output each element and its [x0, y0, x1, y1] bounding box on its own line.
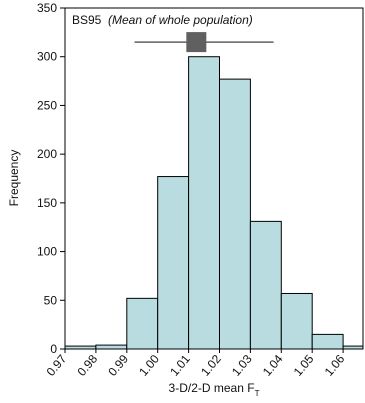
y-axis-label: Frequency: [7, 150, 21, 207]
y-tick-label: 100: [37, 245, 57, 259]
x-axis-label: 3-D/2-D mean FT: [169, 381, 260, 398]
y-tick-label: 150: [37, 196, 57, 210]
bar: [342, 345, 363, 349]
bar: [311, 333, 344, 349]
bar: [280, 292, 313, 349]
bar: [126, 297, 159, 349]
x-tick-label: 1.00: [136, 352, 162, 379]
bar: [95, 344, 128, 349]
bar: [157, 176, 190, 349]
plot-frame: [64, 7, 364, 350]
x-tick-label: 1.03: [229, 352, 255, 379]
x-tick-label: 1.06: [322, 352, 348, 379]
x-tick-label: 1.05: [291, 352, 317, 379]
annotation: BS95: [72, 13, 102, 27]
y-tick-label: 300: [37, 50, 57, 64]
x-tick-label: 1.01: [167, 352, 193, 379]
x-tick-label: 0.98: [74, 352, 100, 379]
x-label-sub: T: [255, 389, 260, 398]
annotation-note: (Mean of whole population): [108, 13, 253, 27]
bar: [219, 78, 251, 349]
x-tick-label: 1.02: [198, 352, 224, 379]
y-tick-label: 350: [37, 1, 57, 15]
x-tick-label: 0.99: [105, 352, 131, 379]
x-tick-label: 0.97: [44, 352, 70, 379]
plot-area: [65, 56, 363, 349]
x-label-main: 3-D/2-D mean F: [169, 381, 255, 395]
y-tick-label: 200: [37, 147, 57, 161]
y-tick-label: 50: [44, 293, 58, 307]
bar: [188, 56, 221, 349]
y-tick-label: 0: [50, 342, 57, 356]
x-tick-label: 1.04: [260, 352, 286, 379]
bar: [249, 220, 282, 349]
y-tick-label: 250: [37, 98, 57, 112]
mean-marker: [186, 32, 207, 53]
